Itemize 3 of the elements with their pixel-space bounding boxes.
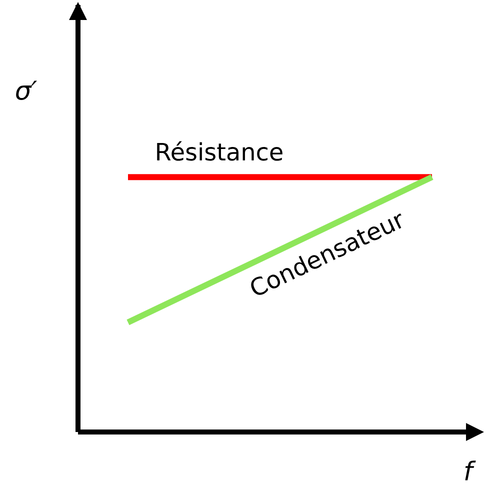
series-label: Résistance (157, 141, 282, 161)
x-axis-title: f (465, 460, 476, 480)
y-axis-title: σ′ (16, 80, 37, 100)
